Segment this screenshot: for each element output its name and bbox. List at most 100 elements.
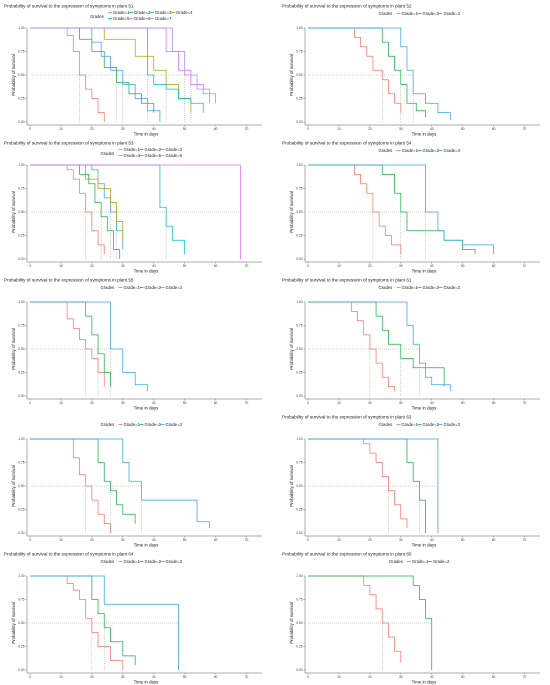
legend-entry: Grade=3	[444, 148, 461, 153]
legend-entry: Grade=2	[134, 10, 151, 15]
x-tick-label: 30	[121, 675, 125, 679]
series-line-grade-5	[30, 164, 186, 255]
legend-entry: Grade=3	[155, 10, 172, 15]
x-tick-label: 10	[59, 675, 63, 679]
series-line-grade-1	[308, 438, 408, 529]
legend-entry: Grade=1	[402, 285, 419, 290]
x-tick-label: 40	[430, 127, 434, 131]
y-axis-label: Probability of survival	[11, 328, 16, 370]
y-tick-label: 0.00	[296, 257, 302, 261]
x-tick-label: 0	[29, 675, 31, 679]
series-line-grade-2	[30, 164, 121, 259]
series-line-grade-2	[30, 301, 111, 387]
legend-entry: Grade=2	[423, 11, 440, 16]
y-tick-label: 0.00	[18, 257, 24, 261]
legend-entry: Grade=1	[124, 559, 141, 564]
x-tick-label: 50	[183, 264, 187, 268]
y-tick-label: 0.50	[18, 210, 24, 214]
x-tick-label: 40	[430, 264, 434, 268]
y-tick-label: 1.00	[296, 163, 302, 167]
x-tick-label: 50	[183, 538, 187, 542]
x-tick-label: 30	[399, 538, 403, 542]
series-line-grade-7	[30, 27, 210, 104]
y-tick-label: 0.25	[296, 508, 302, 512]
x-axis-label: Time in days	[134, 680, 160, 685]
legend-title: Grades	[379, 11, 393, 16]
y-tick-label: 0.25	[18, 371, 24, 375]
y-tick-label: 0.50	[18, 621, 24, 625]
legend: Grades Grade=1 Grade=2 Grade=3 Grade=4 Grade=…	[90, 10, 193, 21]
legend-entry: Grade=3	[444, 285, 461, 290]
x-tick-label: 40	[430, 538, 434, 542]
x-tick-label: 70	[523, 264, 527, 268]
y-axis-label: Probability of survival	[11, 602, 16, 644]
series-line-grade-3	[30, 438, 210, 529]
y-tick-label: 0.75	[296, 324, 302, 328]
x-tick-label: 50	[461, 127, 465, 131]
y-tick-label: 1.00	[18, 26, 24, 30]
chart-panel-1: Probability of survival to the expressio…	[282, 4, 540, 137]
x-tick-label: 70	[245, 401, 249, 405]
x-axis-label: Time in days	[134, 406, 160, 411]
series-line-grade-2	[30, 27, 155, 113]
x-tick-label: 0	[29, 401, 31, 405]
x-tick-label: 60	[214, 264, 218, 268]
legend-entry: Grade=7	[155, 16, 172, 21]
series-line-grade-4	[30, 164, 124, 241]
x-tick-label: 30	[121, 538, 125, 542]
x-tick-label: 30	[399, 127, 403, 131]
y-tick-label: 0.75	[18, 461, 24, 465]
y-tick-label: 0.75	[18, 50, 24, 54]
y-tick-label: 1.00	[296, 437, 302, 441]
x-axis-label: Time in days	[412, 543, 438, 548]
y-tick-label: 0.50	[18, 73, 24, 77]
x-tick-label: 70	[245, 675, 249, 679]
chart-title: Probability of survival to the expressio…	[4, 4, 134, 9]
legend-entry: Grade=3	[444, 11, 461, 16]
x-tick-label: 0	[307, 127, 309, 131]
legend-entry: Grade=3	[166, 559, 183, 564]
x-tick-label: 60	[492, 127, 496, 131]
legend-title: Grades	[101, 151, 115, 156]
x-tick-label: 70	[245, 127, 249, 131]
legend: Grades Grade=1 Grade=2 Grade=3	[379, 422, 461, 427]
legend-title: Grades	[379, 422, 393, 427]
chart-title: Probability of survival to the expressio…	[282, 141, 412, 146]
y-tick-label: 0.00	[296, 120, 302, 124]
legend-entry: Grade=3	[166, 285, 183, 290]
y-tick-label: 1.00	[296, 26, 302, 30]
legend-entry: Grade=2	[423, 422, 440, 427]
series-line-grade-3	[308, 164, 494, 255]
y-tick-label: 0.75	[296, 461, 302, 465]
x-tick-label: 10	[337, 675, 341, 679]
y-axis-label: Probability of survival	[289, 602, 294, 644]
y-tick-label: 0.00	[18, 531, 24, 535]
legend-entry: Grade=1	[124, 285, 141, 290]
x-tick-label: 50	[461, 675, 465, 679]
legend-title: Grades	[101, 422, 115, 427]
series-line-grade-2	[308, 575, 433, 670]
x-tick-label: 60	[492, 401, 496, 405]
y-tick-label: 0.75	[296, 598, 302, 602]
y-tick-label: 0.25	[296, 371, 302, 375]
y-axis-label: Probability of survival	[11, 191, 16, 233]
legend: Grades Grade=1 Grade=2 Grade=3 Grade=4 Grade=…	[101, 147, 183, 158]
x-axis-label: Time in days	[134, 132, 160, 137]
legend-entry: Grade=2	[145, 422, 162, 427]
x-tick-label: 50	[461, 401, 465, 405]
x-tick-label: 10	[59, 401, 63, 405]
chart-title: Probability of survival to the expressio…	[4, 278, 134, 283]
x-tick-label: 0	[307, 675, 309, 679]
legend-entry: Grade=1	[402, 11, 419, 16]
series-line-grade-3	[30, 27, 161, 122]
x-tick-label: 20	[368, 538, 372, 542]
y-axis-label: Probability of survival	[289, 54, 294, 96]
series-line-grade-2	[308, 301, 445, 387]
x-tick-label: 0	[29, 538, 31, 542]
x-tick-label: 10	[337, 538, 341, 542]
legend-title: Grades	[101, 285, 115, 290]
x-tick-label: 70	[245, 538, 249, 542]
legend: Grades Grade=1 Grade=2 Grade=3	[379, 11, 461, 16]
series-line-grade-3	[30, 164, 124, 250]
